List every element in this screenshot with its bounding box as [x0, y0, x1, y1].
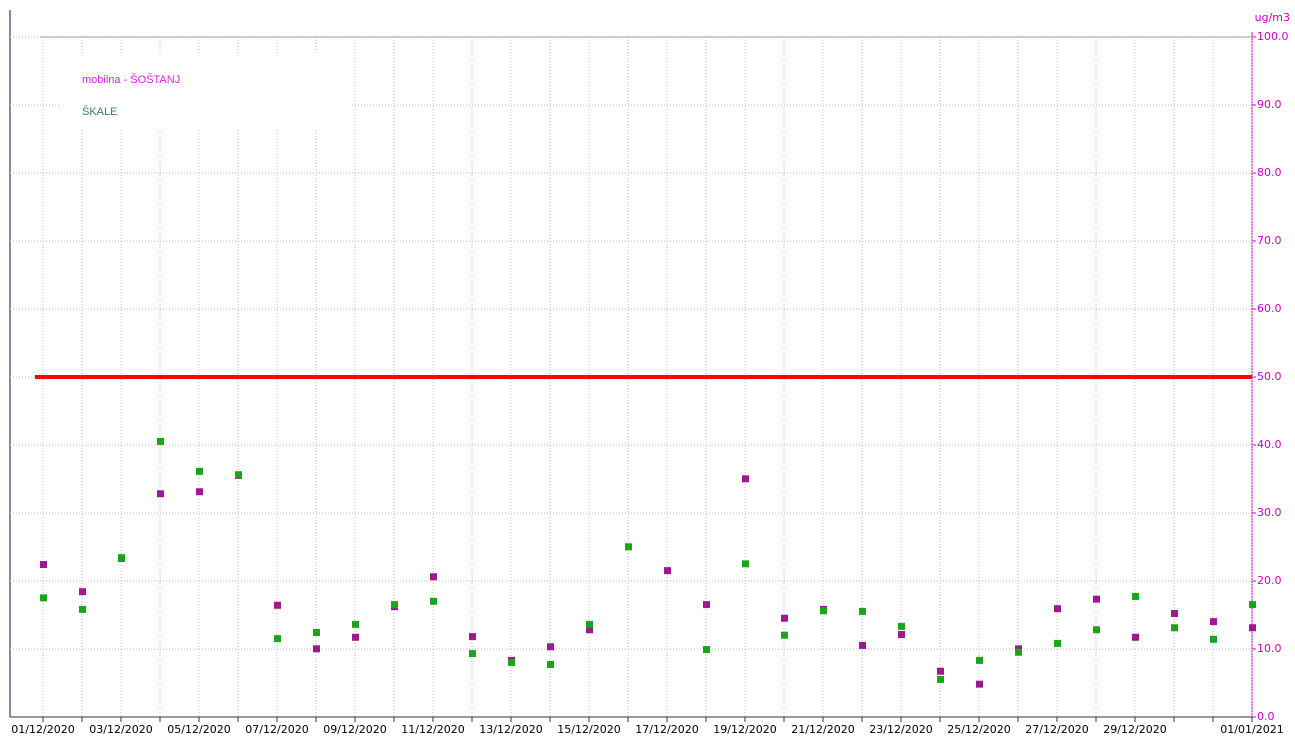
marker — [1093, 595, 1100, 603]
x-tick-label: 03/12/2020 — [89, 723, 152, 736]
x-tick-label: 07/12/2020 — [245, 723, 308, 736]
legend-label: mobilna - ŠOŠTANJ — [82, 73, 180, 86]
marker — [781, 614, 788, 622]
y-tick-label: 80.0 — [1257, 166, 1282, 179]
x-tick-label: 29/12/2020 — [1103, 723, 1166, 736]
marker — [898, 622, 905, 630]
marker — [313, 645, 320, 653]
legend-box — [60, 55, 350, 130]
marker — [469, 650, 476, 658]
marker — [79, 588, 86, 596]
y-tick-label: 60.0 — [1257, 302, 1282, 315]
marker — [40, 594, 47, 602]
marker — [1132, 592, 1139, 600]
marker — [1249, 601, 1256, 609]
marker — [781, 631, 788, 639]
marker — [742, 475, 749, 483]
x-tick-label: 15/12/2020 — [557, 723, 620, 736]
y-tick-label: 90.0 — [1257, 98, 1282, 111]
x-tick-label: 23/12/2020 — [869, 723, 932, 736]
marker — [79, 605, 86, 613]
marker — [586, 620, 593, 628]
x-tick-label: 01/01/2021 — [1220, 723, 1283, 736]
x-tick-label: 13/12/2020 — [479, 723, 542, 736]
marker — [937, 667, 944, 675]
marker — [547, 643, 554, 651]
legend-label: ŠKALE — [82, 105, 117, 118]
marker — [664, 567, 671, 575]
marker — [1015, 648, 1022, 656]
marker — [586, 626, 593, 634]
y-tick-label: 50.0 — [1257, 370, 1282, 383]
marker — [703, 646, 710, 653]
marker — [1171, 624, 1178, 632]
marker — [430, 597, 437, 605]
marker — [274, 635, 281, 643]
y-tick-label: 40.0 — [1257, 438, 1282, 451]
marker — [859, 607, 866, 615]
x-tick-label: 09/12/2020 — [323, 723, 386, 736]
marker — [1210, 635, 1217, 643]
marker — [547, 660, 554, 668]
marker — [235, 471, 242, 479]
marker — [1054, 639, 1061, 647]
x-tick-label: 19/12/2020 — [713, 723, 776, 736]
marker — [742, 560, 749, 568]
y-tick-label: 0.0 — [1257, 710, 1275, 723]
x-tick-label: 21/12/2020 — [791, 723, 854, 736]
marker — [1132, 633, 1139, 641]
marker — [157, 437, 164, 445]
marker — [40, 561, 47, 568]
marker — [352, 620, 359, 628]
marker — [859, 641, 866, 649]
marker — [937, 675, 944, 683]
marker — [118, 554, 125, 562]
marker — [274, 601, 281, 609]
y-tick-label: 30.0 — [1257, 506, 1282, 519]
y-axis-label: ug/m3 — [1255, 11, 1290, 24]
x-tick-label: 27/12/2020 — [1025, 723, 1088, 736]
x-tick-label: 01/12/2020 — [11, 723, 74, 736]
marker — [703, 601, 710, 609]
marker — [976, 656, 983, 664]
marker — [898, 631, 905, 639]
marker — [1054, 605, 1061, 613]
marker — [196, 467, 203, 475]
marker — [1249, 624, 1256, 632]
marker — [820, 607, 827, 615]
marker — [196, 488, 203, 496]
marker — [508, 658, 515, 666]
marker — [1210, 618, 1217, 626]
y-tick-label: 100.0 — [1257, 30, 1289, 43]
marker — [1093, 626, 1100, 634]
x-tick-label: 11/12/2020 — [401, 723, 464, 736]
marker — [391, 601, 398, 609]
marker — [430, 573, 437, 581]
y-tick-label: 10.0 — [1257, 642, 1282, 655]
marker — [469, 633, 476, 641]
y-tick-label: 20.0 — [1257, 574, 1282, 587]
marker — [1171, 609, 1178, 617]
marker — [976, 680, 983, 688]
x-tick-label: 17/12/2020 — [635, 723, 698, 736]
marker — [352, 633, 359, 641]
marker — [313, 629, 320, 636]
marker — [157, 490, 164, 498]
marker — [625, 543, 632, 551]
x-tick-label: 05/12/2020 — [167, 723, 230, 736]
y-tick-label: 70.0 — [1257, 234, 1282, 247]
x-tick-label: 25/12/2020 — [947, 723, 1010, 736]
